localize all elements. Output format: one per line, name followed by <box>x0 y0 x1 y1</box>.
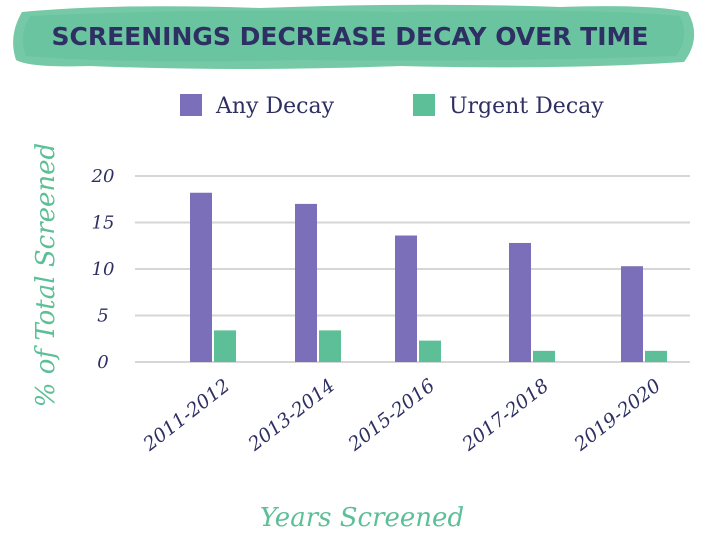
bar-any-decay-1 <box>295 203 317 362</box>
y-tick-label-3: 15 <box>92 213 115 234</box>
legend-swatch-0 <box>180 94 202 116</box>
x-tick-label-2: 2015-2016 <box>343 375 439 456</box>
bar-any-decay-2 <box>395 235 417 362</box>
title-banner <box>13 4 695 70</box>
bar-any-decay-3 <box>509 242 531 362</box>
legend: Any Decay Urgent Decay <box>180 94 604 119</box>
y-tick-label-0: 0 <box>97 352 108 373</box>
y-tick-label-2: 10 <box>92 259 115 280</box>
bar-urgent-decay-4 <box>645 350 667 362</box>
legend-label-0: Any Decay <box>215 94 335 119</box>
y-axis-title: % of Total Screened <box>31 143 61 407</box>
y-tick-label-1: 5 <box>97 306 108 327</box>
legend-label-1: Urgent Decay <box>449 94 604 119</box>
bar-any-decay-4 <box>621 266 643 362</box>
bar-any-decay-0 <box>190 192 212 362</box>
x-tick-label-1: 2013-2014 <box>243 375 339 456</box>
bars <box>190 192 667 362</box>
y-axis-ticks: 0 5 10 15 20 <box>91 166 115 373</box>
bar-urgent-decay-2 <box>419 340 441 362</box>
chart-title: SCREENINGS DECREASE DECAY OVER TIME <box>52 22 649 51</box>
bar-urgent-decay-3 <box>533 350 555 362</box>
x-axis-title: Years Screened <box>260 503 464 533</box>
bar-urgent-decay-1 <box>319 330 341 362</box>
x-tick-label-0: 2011-2012 <box>138 375 234 456</box>
x-axis-ticks: 2011-2012 2013-2014 2015-2016 2017-2018 2019… <box>138 375 665 456</box>
x-tick-label-3: 2017-2018 <box>457 375 553 456</box>
legend-swatch-1 <box>413 94 435 116</box>
x-tick-label-4: 2019-2020 <box>569 375 665 456</box>
y-tick-label-4: 20 <box>91 166 115 187</box>
bar-urgent-decay-0 <box>214 330 236 362</box>
